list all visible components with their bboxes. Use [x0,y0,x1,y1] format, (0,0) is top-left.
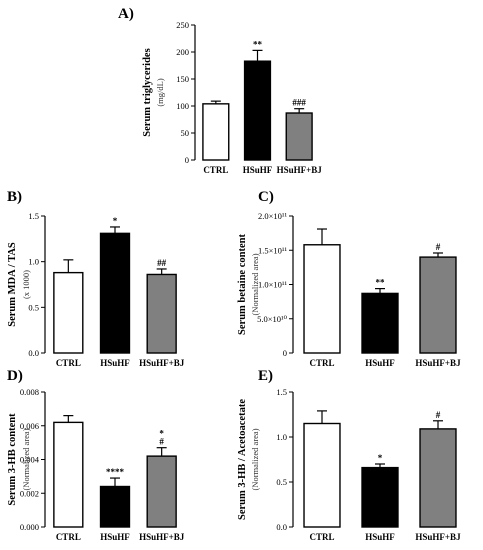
x-tick-label: CTRL [56,532,81,542]
x-tick-label: HSuHF+BJ [139,532,185,542]
y-tick-label: 1.0 [276,432,287,442]
y-tick-label: 1.0×10¹¹ [258,280,287,290]
chart-panel-e: E) 0.0 0.5 1.0 1.5 Serum 3-HB / Acetoacetate(… [237,368,461,542]
y-tick-label: 0.0 [276,522,287,532]
bar-hsuhf-bj [419,428,457,528]
y-tick-label: 1.5×10¹¹ [258,245,287,255]
bar-hsuhf-bj [146,273,177,354]
y-tick-label: 0.004 [20,455,40,465]
bar-hsuhf-bj [285,112,313,161]
y-tick-label: 200 [176,47,189,57]
x-tick-label: CTRL [203,165,228,175]
significance-label: # [159,437,164,447]
panel-letter: C) [258,189,274,205]
y-tick-label: 1.5 [276,387,287,397]
y-tick-label: 0.008 [20,387,39,397]
y-tick-label: 50 [181,128,190,138]
panel-letter: D) [7,368,23,384]
significance-label: ** [253,39,263,49]
x-tick-label: HSuHF [243,165,273,175]
x-tick-label: CTRL [309,358,334,368]
y-tick-label: 100 [176,101,189,111]
significance-label: # [436,410,441,420]
y-axis-label: Serum triglycerides [142,48,153,136]
y-axis-sublabel: (x 1000) [21,270,31,299]
panel-letter: B) [7,189,22,205]
chart-panel-c: C) 0 5.0×10¹⁰ 1.0×10¹¹ 1.5×10¹¹ 2.0×10¹¹ Serum… [237,189,461,368]
bar-ctrl [303,422,341,528]
x-tick-label: HSuHF [100,358,130,368]
y-tick-label: 0 [283,348,287,358]
significance-label: * [113,216,118,226]
significance-label: * [378,453,383,463]
y-tick-label: 0.002 [20,488,39,498]
chart-panel-d: D) 0.000 0.002 0.004 0.006 0.008 Serum 3-HB co… [7,368,185,542]
y-tick-label: 0.006 [20,421,39,431]
y-axis-sublabel: (Normalized area) [21,428,31,490]
significance-label: ### [292,98,306,108]
bar-ctrl [53,271,84,354]
y-tick-label: 2.0×10¹¹ [258,211,287,221]
x-tick-label: HSuHF+BJ [415,358,461,368]
bar-hsuhf [361,292,399,354]
significance-label: ## [157,258,167,268]
x-tick-label: CTRL [309,532,334,542]
x-tick-label: HSuHF [100,532,130,542]
x-tick-label: HSuHF+BJ [415,532,461,542]
y-axis-label: Serum MDA / TAS [7,242,18,327]
y-tick-label: 0 [185,155,189,165]
y-tick-label: 0.000 [20,522,39,532]
y-axis-label: Serum betaine content [237,234,248,335]
y-axis-label: Serum 3-HB / Acetoacetate [237,399,248,520]
y-tick-label: 1.0 [28,257,39,267]
bar-hsuhf [361,466,399,528]
y-tick-label: 150 [176,74,189,84]
chart-panel-b: B) 0.0 0.5 1.0 1.5 Serum MDA / TAS (x 1000) CTR… [7,189,185,368]
y-axis-sublabel: (Normalized area) [250,428,260,490]
bar-hsuhf-bj [419,256,457,354]
bar-ctrl [202,103,230,161]
x-tick-label: HSuHF [365,532,395,542]
panel-letter: A) [118,6,134,22]
y-tick-label: 1.5 [28,211,39,221]
y-tick-label: 0.5 [276,477,287,487]
significance-label: ** [376,278,386,288]
significance-label: # [436,242,441,252]
y-axis-label: Serum 3-HB content [7,413,18,506]
y-tick-label: 0.0 [28,348,39,358]
y-tick-label: 250 [176,20,189,30]
x-tick-label: CTRL [56,358,81,368]
bar-hsuhf-bj [146,455,177,528]
y-axis-sublabel: (mg/dL) [155,78,165,106]
x-tick-label: HSuHF+BJ [277,165,323,175]
y-tick-label: 0.5 [28,302,39,312]
chart-panel-a: A) 0 50 100 150 200 250 Serum triglycerides (mg/… [118,6,322,175]
significance-label: * [159,429,164,439]
bar-hsuhf [243,60,272,161]
significance-label: **** [106,467,125,477]
x-tick-label: HSuHF+BJ [139,358,185,368]
panel-letter: E) [258,368,273,384]
x-tick-label: HSuHF [365,358,395,368]
y-axis-sublabel: (Normalized area) [250,253,260,315]
y-tick-label: 5.0×10¹⁰ [257,314,287,324]
bar-ctrl [53,421,84,528]
bar-ctrl [303,244,341,354]
bar-hsuhf [99,232,131,354]
bar-hsuhf [99,485,131,528]
